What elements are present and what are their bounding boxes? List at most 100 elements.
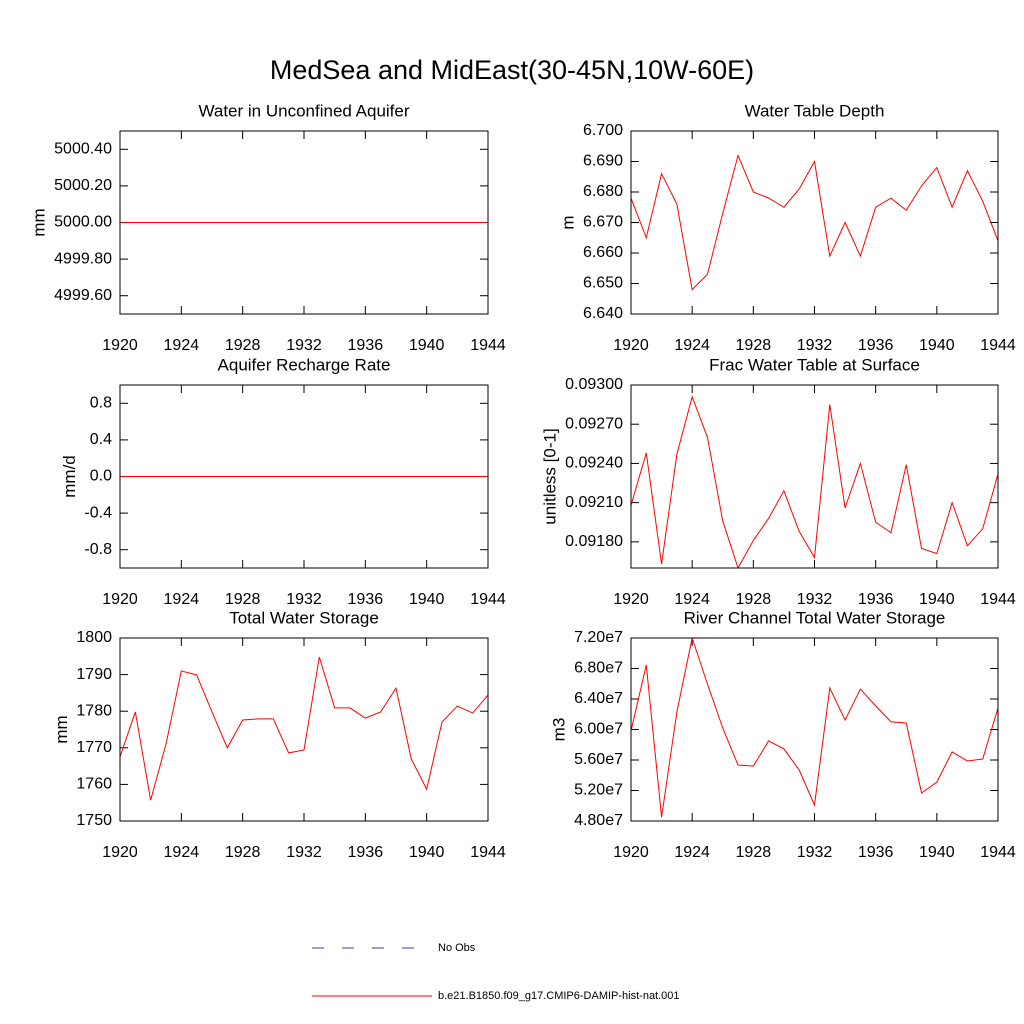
x-tick-label: 1944	[470, 844, 506, 861]
x-tick-label: 1936	[858, 337, 894, 354]
x-tick-label: 1924	[674, 844, 710, 861]
y-tick-label: 6.690	[583, 153, 623, 170]
x-tick-label: 1920	[102, 591, 138, 608]
y-tick-label: 7.20e7	[574, 629, 623, 646]
y-tick-label: 1760	[76, 776, 112, 793]
y-tick-label: 0.09180	[565, 533, 623, 550]
x-tick-label: 1936	[348, 337, 384, 354]
y-tick-label: 5000.40	[54, 141, 112, 158]
y-tick-label: 4.80e7	[574, 812, 623, 829]
y-tick-label: 6.80e7	[574, 660, 623, 677]
y-axis-label: mm	[30, 208, 49, 236]
y-axis-label: unitless [0-1]	[541, 428, 560, 524]
x-tick-label: 1940	[919, 844, 955, 861]
data-line	[120, 656, 488, 801]
x-tick-label: 1932	[797, 591, 833, 608]
y-tick-label: 1780	[76, 702, 112, 719]
x-tick-label: 1928	[736, 337, 772, 354]
x-tick-label: 1932	[286, 591, 322, 608]
y-tick-label: 0.09300	[565, 376, 623, 393]
y-tick-label: 6.650	[583, 275, 623, 292]
x-tick-label: 1920	[102, 337, 138, 354]
y-axis-label: mm/d	[60, 455, 79, 498]
y-axis-label: m	[558, 215, 577, 229]
x-tick-label: 1940	[409, 337, 445, 354]
y-tick-label: 6.00e7	[574, 721, 623, 738]
x-tick-label: 1932	[286, 337, 322, 354]
plot-frame	[630, 130, 999, 315]
x-tick-label: 1936	[858, 591, 894, 608]
y-tick-label: 0.8	[90, 395, 112, 412]
plot-frame	[119, 384, 489, 569]
y-tick-label: 6.40e7	[574, 690, 623, 707]
data-line	[631, 638, 998, 818]
x-tick-label: 1940	[919, 591, 955, 608]
legend-label: b.e21.B1850.f09_g17.CMIP6-DAMIP-hist-nat…	[438, 990, 680, 1002]
panel-title: Water Table Depth	[745, 101, 885, 120]
x-tick-label: 1928	[225, 337, 261, 354]
y-tick-label: 0.09270	[565, 415, 623, 432]
plot-frame	[630, 637, 999, 822]
y-tick-label: 0.09210	[565, 494, 623, 511]
y-tick-label: 6.670	[583, 214, 623, 231]
x-tick-label: 1928	[736, 844, 772, 861]
x-tick-label: 1924	[164, 337, 200, 354]
x-tick-label: 1920	[102, 844, 138, 861]
panel-title: Water in Unconfined Aquifer	[198, 101, 409, 120]
x-tick-label: 1924	[674, 591, 710, 608]
panel-title: River Channel Total Water Storage	[684, 608, 946, 627]
x-tick-label: 1928	[225, 591, 261, 608]
panel-title: Frac Water Table at Surface	[709, 355, 920, 374]
plot-frame	[119, 130, 489, 315]
x-tick-label: 1936	[348, 844, 384, 861]
y-tick-label: 0.09240	[565, 455, 623, 472]
y-tick-label: 6.700	[583, 122, 623, 139]
y-tick-label: 4999.80	[54, 250, 112, 267]
x-tick-label: 1940	[409, 591, 445, 608]
x-tick-label: 1924	[164, 591, 200, 608]
x-tick-label: 1920	[613, 337, 649, 354]
y-tick-label: 6.660	[583, 244, 623, 261]
x-tick-label: 1936	[858, 844, 894, 861]
x-tick-label: 1928	[225, 844, 261, 861]
x-tick-label: 1932	[797, 337, 833, 354]
y-tick-label: -0.8	[84, 541, 112, 558]
x-tick-label: 1944	[980, 591, 1016, 608]
data-line	[631, 395, 998, 568]
y-tick-label: 5000.00	[54, 214, 112, 231]
panel-title: Total Water Storage	[229, 608, 379, 627]
plot-area	[120, 656, 488, 801]
x-tick-label: 1924	[674, 337, 710, 354]
y-tick-label: 1770	[76, 739, 112, 756]
y-tick-label: 1750	[76, 812, 112, 829]
plot-area	[631, 153, 998, 291]
x-tick-label: 1944	[980, 337, 1016, 354]
plot-frame	[630, 384, 999, 569]
x-tick-label: 1940	[409, 844, 445, 861]
y-tick-label: -0.4	[84, 504, 112, 521]
y-tick-label: 1800	[76, 629, 112, 646]
y-axis-label: mm	[52, 715, 71, 743]
panel-title: Aquifer Recharge Rate	[218, 355, 391, 374]
x-tick-label: 1920	[613, 591, 649, 608]
y-tick-label: 0.0	[90, 468, 112, 485]
y-tick-label: 6.680	[583, 183, 623, 200]
x-tick-label: 1936	[348, 591, 384, 608]
x-tick-label: 1920	[613, 844, 649, 861]
x-tick-label: 1944	[980, 844, 1016, 861]
x-tick-label: 1932	[797, 844, 833, 861]
y-tick-label: 0.4	[90, 431, 112, 448]
y-tick-label: 5.20e7	[574, 782, 623, 799]
x-tick-label: 1924	[164, 844, 200, 861]
figure-title: MedSea and MidEast(30-45N,10W-60E)	[270, 55, 754, 85]
x-tick-label: 1928	[736, 591, 772, 608]
x-tick-label: 1944	[470, 337, 506, 354]
y-tick-label: 5000.20	[54, 177, 112, 194]
y-tick-label: 4999.60	[54, 287, 112, 304]
legend-label: No Obs	[438, 942, 476, 954]
data-line	[631, 153, 998, 291]
plot-frame	[119, 637, 489, 822]
y-tick-label: 6.640	[583, 305, 623, 322]
